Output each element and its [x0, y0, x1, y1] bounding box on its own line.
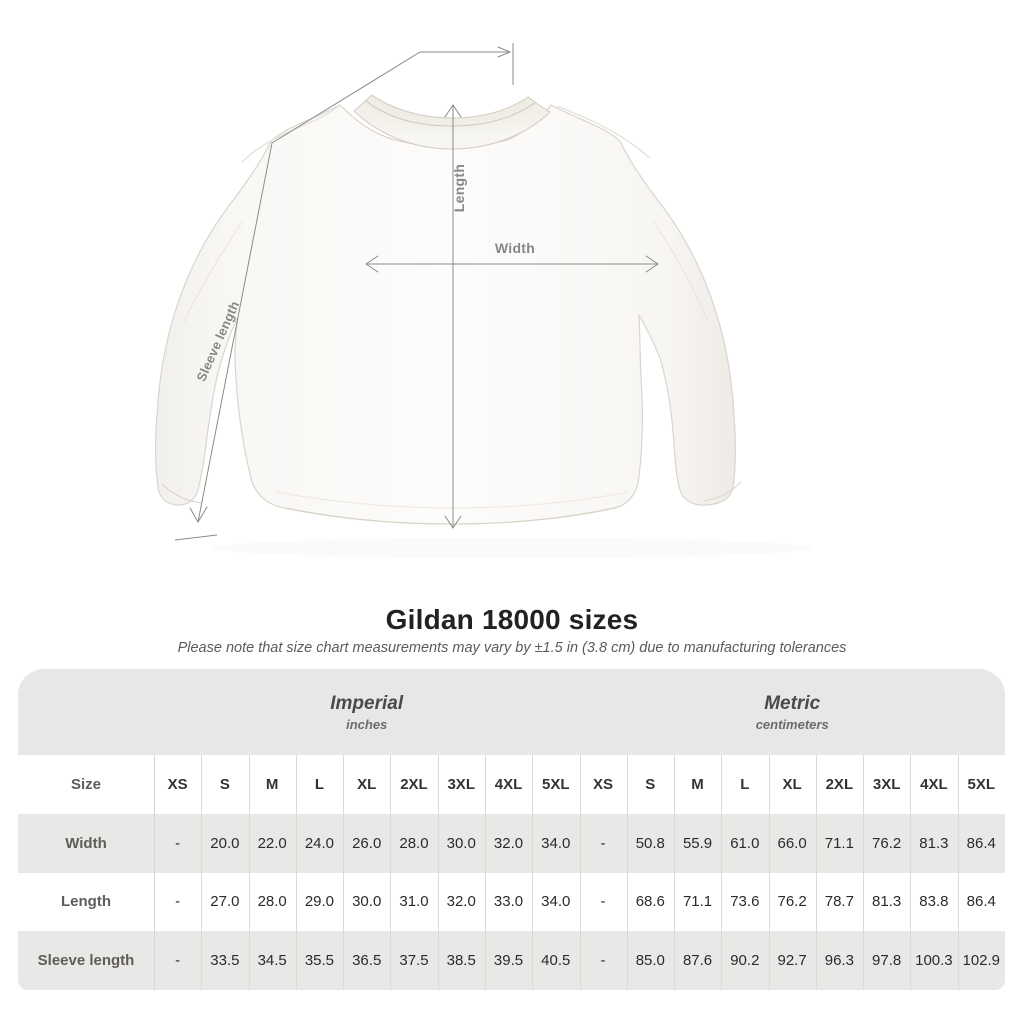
svg-text:Length: Length	[451, 164, 467, 212]
svg-text:Width: Width	[495, 240, 535, 256]
